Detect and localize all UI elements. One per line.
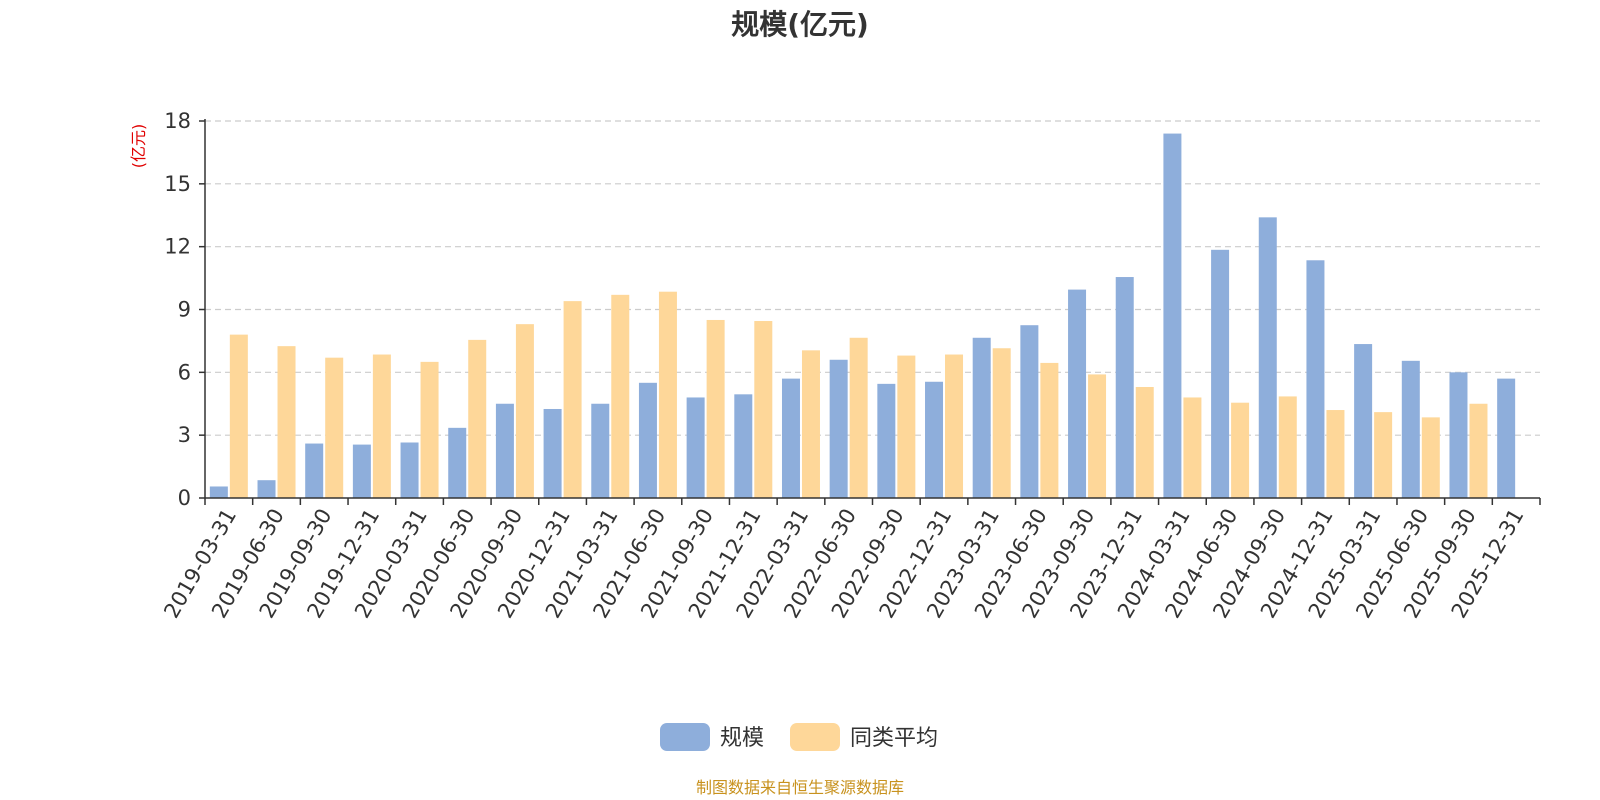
bar-scale (543, 408, 562, 498)
bar-peer-average (1088, 374, 1107, 498)
bar-peer-average (658, 291, 677, 498)
bar-peer-average (611, 294, 630, 498)
bar-peer-average (754, 321, 773, 498)
y-tick-label: 3 (178, 423, 191, 447)
legend-label: 同类平均 (850, 726, 938, 751)
y-tick-label: 0 (178, 486, 191, 510)
y-axis-unit-label: (亿元) (129, 124, 148, 169)
bar-peer-average (706, 319, 725, 498)
bar-peer-average (1040, 362, 1059, 498)
bar-peer-average (1469, 403, 1488, 498)
bar-scale (591, 403, 610, 498)
bar-scale (1449, 372, 1468, 498)
legend-label: 规模 (720, 726, 764, 751)
bar-scale (1401, 360, 1420, 498)
bar-scale (1068, 289, 1087, 498)
bar-scale (1163, 133, 1182, 499)
bar-peer-average (1135, 386, 1154, 498)
bar-scale (1354, 344, 1373, 498)
bar-peer-average (563, 301, 582, 498)
y-tick-label: 15 (164, 172, 191, 196)
bar-scale (209, 486, 228, 498)
bar-scale (1306, 260, 1325, 498)
bar-peer-average (515, 324, 534, 498)
bar-peer-average (1278, 396, 1297, 498)
bar-peer-average (945, 354, 964, 498)
bar-scale (305, 443, 324, 498)
bar-scale (972, 337, 991, 498)
bar-peer-average (992, 348, 1011, 498)
bar-peer-average (1374, 412, 1393, 498)
bar-scale (686, 397, 705, 498)
bar-peer-average (1183, 397, 1202, 498)
y-tick-label: 6 (178, 360, 191, 384)
bar-peer-average (372, 354, 391, 498)
y-tick-label: 12 (164, 235, 191, 259)
legend-swatch (790, 723, 840, 751)
bar-scale (1020, 325, 1039, 498)
data-source-note: 制图数据来自恒生聚源数据库 (696, 778, 904, 797)
bar-scale (877, 383, 896, 498)
bar-scale (495, 403, 514, 498)
bar-scale (400, 442, 419, 498)
bar-peer-average (897, 355, 916, 498)
bar-scale (829, 359, 848, 498)
chart-title: 规模(亿元) (731, 8, 869, 41)
bar-peer-average (849, 337, 868, 498)
bar-peer-average (420, 361, 439, 498)
y-tick-label: 9 (178, 298, 191, 322)
bar-peer-average (801, 350, 820, 498)
legend-swatch (660, 723, 710, 751)
bar-peer-average (325, 357, 344, 498)
bar-peer-average (277, 346, 296, 498)
bar-scale (1258, 217, 1277, 498)
grid-lines (205, 120, 1540, 436)
bar-peer-average (1326, 410, 1345, 498)
bar-scale (1497, 378, 1516, 498)
bar-scale (1115, 277, 1134, 498)
bar-peer-average (468, 339, 487, 498)
bar-scale (781, 378, 800, 498)
bar-scale (734, 394, 753, 498)
bar-scale (638, 382, 657, 498)
legend: 规模 同类平均 (660, 723, 938, 751)
bar-scale (257, 480, 276, 498)
bar-scale (1211, 249, 1230, 498)
bar-peer-average (1421, 417, 1440, 498)
bar-peer-average (229, 334, 248, 498)
y-tick-label: 18 (164, 109, 191, 133)
bar-scale (925, 381, 944, 498)
bar-scale (352, 444, 371, 498)
bar-scale (448, 427, 467, 498)
bar-peer-average (1231, 402, 1250, 498)
bars (209, 133, 1516, 499)
